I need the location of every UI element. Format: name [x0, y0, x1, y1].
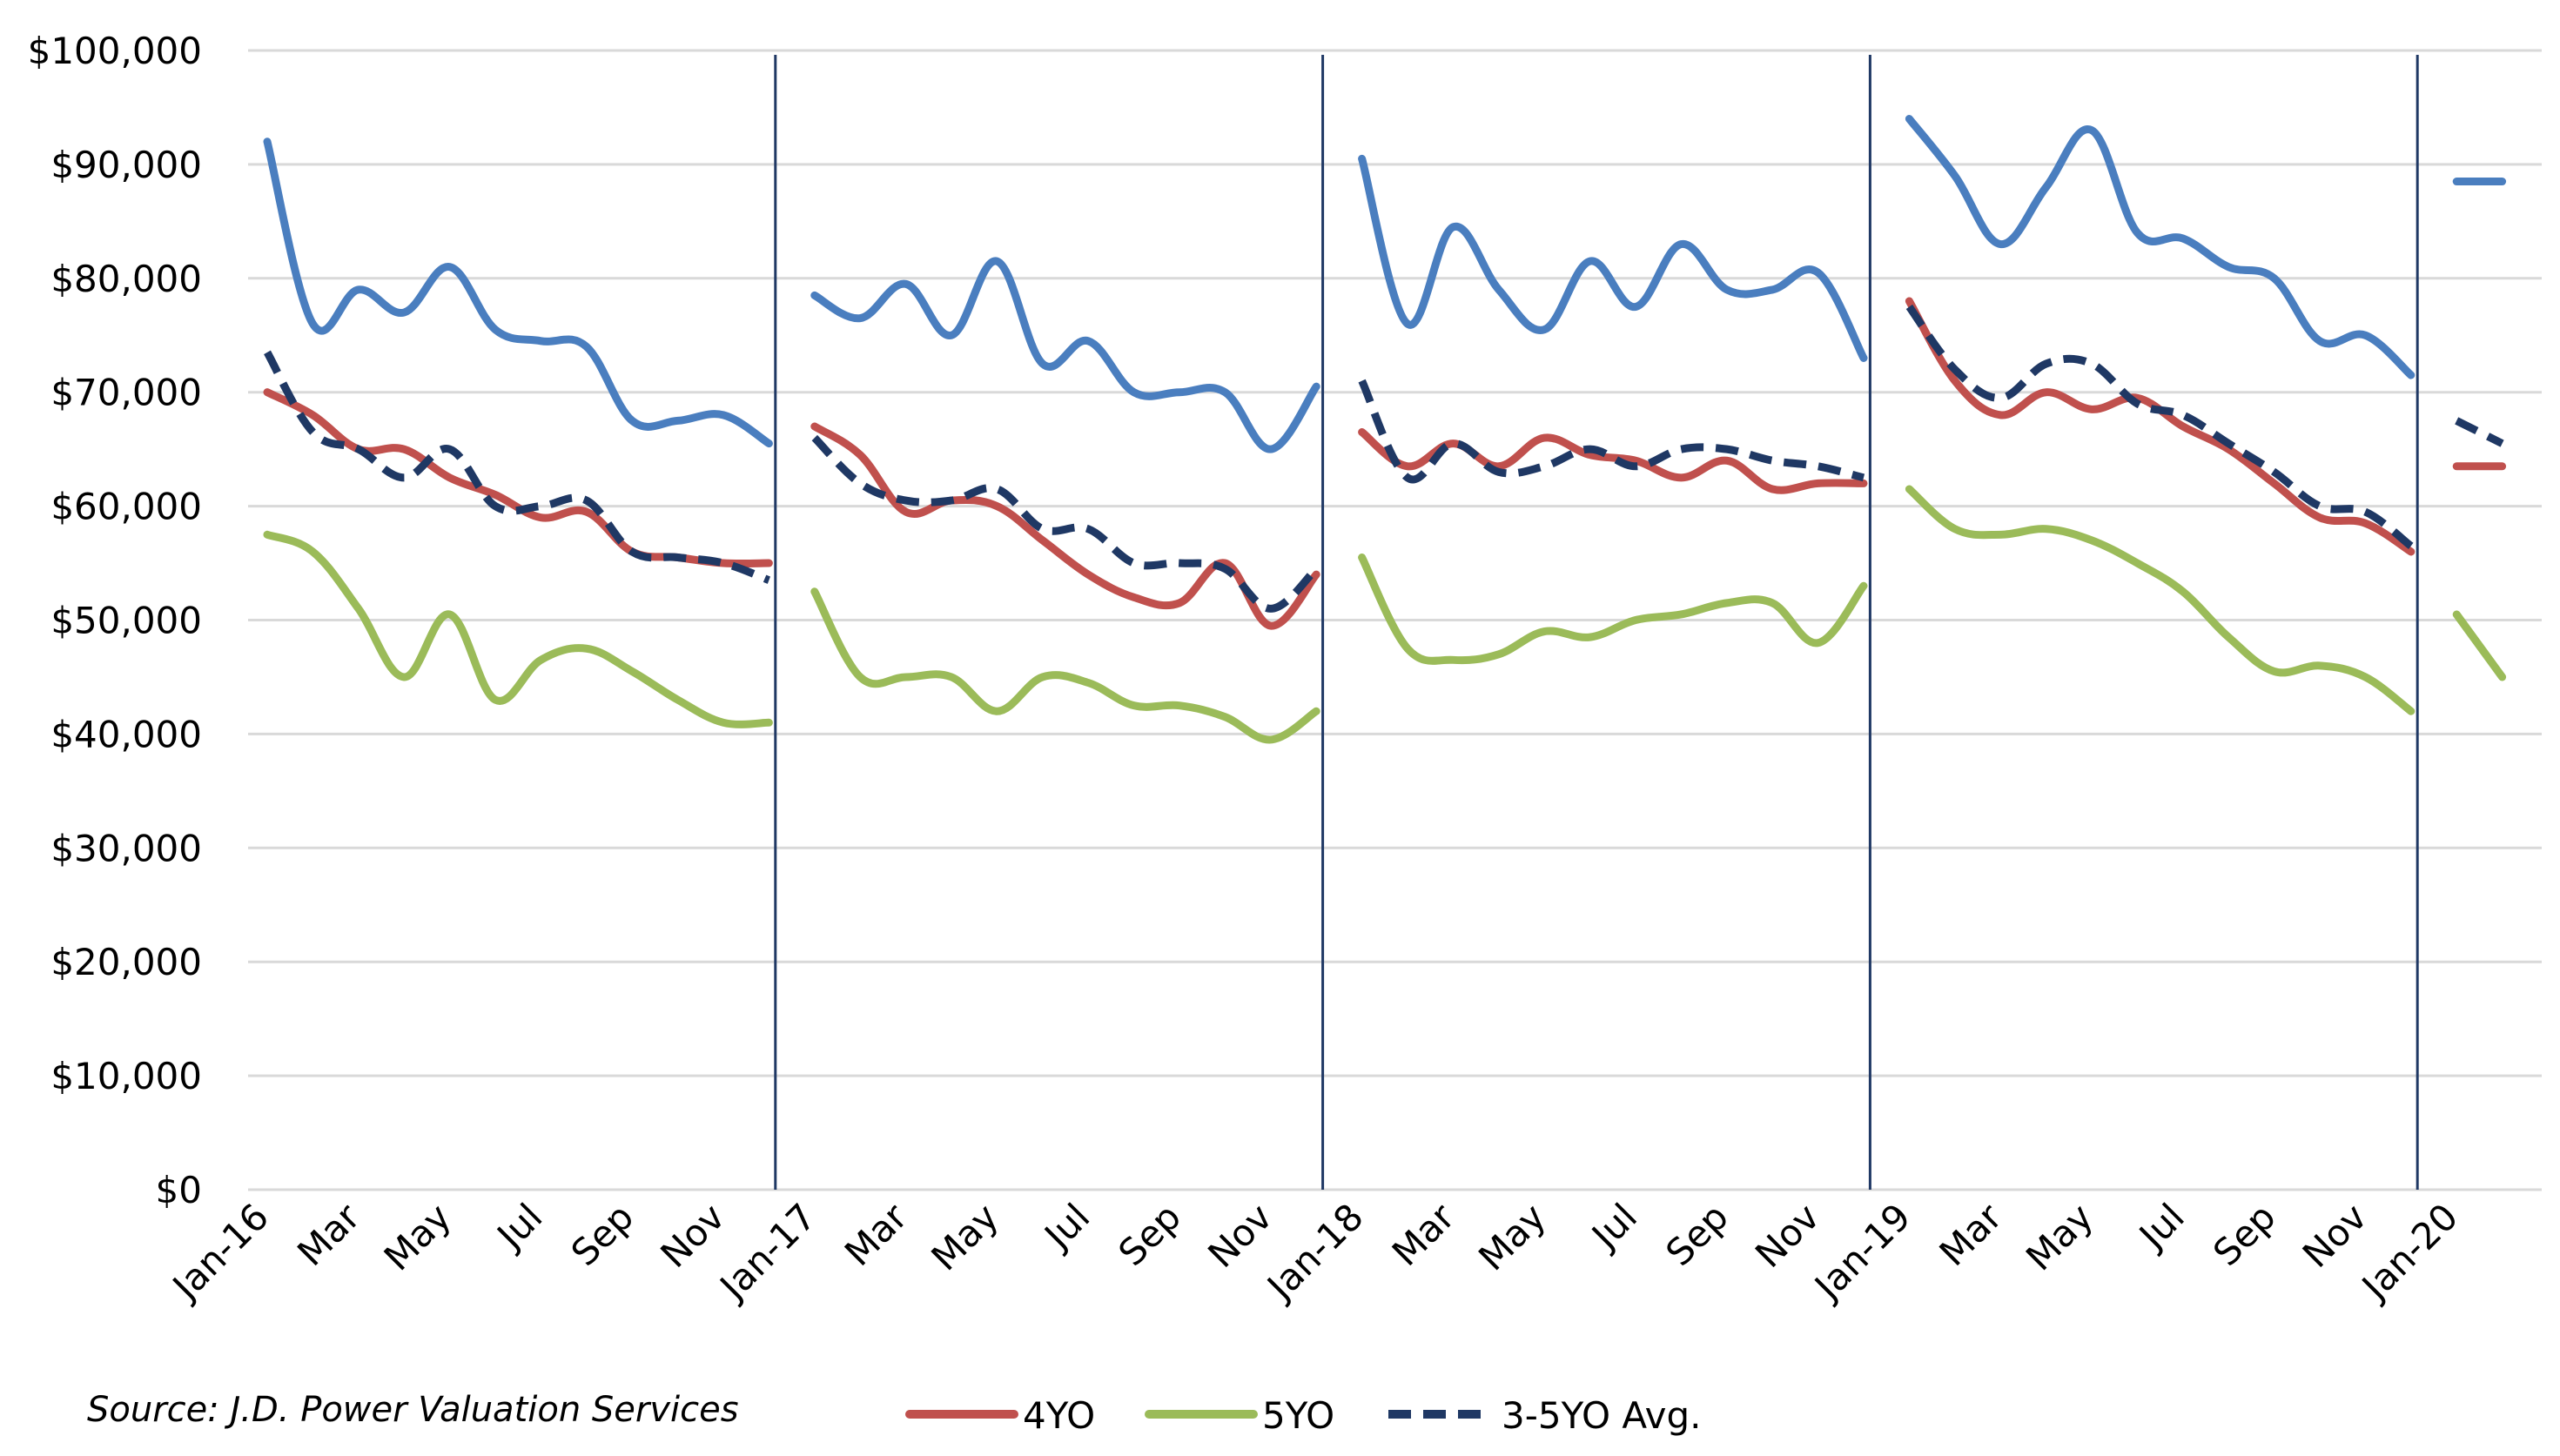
y-tick-label: $70,000	[50, 372, 202, 414]
x-tick-label: Jul	[487, 1195, 551, 1258]
legend-item-4yo: 4YO	[905, 1394, 1095, 1437]
x-tick-label: Jan-16	[163, 1195, 277, 1309]
x-tick-label: Sep	[1657, 1195, 1737, 1274]
y-tick-label: $80,000	[50, 258, 202, 300]
x-tick-label: Sep	[2205, 1195, 2284, 1274]
series-5yo-line	[810, 587, 1320, 744]
y-tick-label: $100,000	[28, 30, 202, 72]
gridlines	[248, 49, 2542, 1191]
year-dividers	[774, 55, 2419, 1190]
y-tick-label: $50,000	[50, 600, 202, 642]
y-tick-label: $0	[156, 1169, 202, 1211]
series-avg-line	[1358, 379, 1865, 484]
series-5yo-line	[2452, 610, 2507, 681]
series-3yo-line	[810, 257, 1320, 453]
x-tick-label: Mar	[1932, 1195, 2011, 1274]
x-tick-label: Mar	[289, 1195, 368, 1274]
x-tick-label: Sep	[563, 1195, 642, 1274]
x-tick-label: Jul	[1582, 1195, 1645, 1258]
legend-item-avg: 3-5YO Avg.	[1388, 1394, 1702, 1437]
x-tick-label: Jan-20	[2352, 1195, 2466, 1309]
x-tick-label: Sep	[1110, 1195, 1189, 1274]
series-avg-line	[2455, 417, 2504, 447]
x-tick-label: Nov	[2295, 1195, 2375, 1276]
series-3yo-line	[263, 138, 773, 448]
series-5yo	[263, 485, 2507, 744]
x-tick-label: Nov	[1199, 1195, 1280, 1276]
legend: 4YO 5YO 3-5YO Avg.	[905, 1394, 1702, 1437]
y-tick-label: $20,000	[50, 941, 202, 983]
y-tick-label: $90,000	[50, 144, 202, 186]
legend-item-5yo: 5YO	[1145, 1394, 1334, 1437]
legend-label-4yo: 4YO	[1023, 1394, 1095, 1437]
series-4yo-line	[1905, 297, 2416, 556]
x-tick-label: May	[923, 1195, 1006, 1278]
x-tick-label: May	[2018, 1195, 2101, 1278]
series-5yo-line	[263, 530, 773, 728]
x-tick-label: Mar	[837, 1195, 916, 1274]
series-avg-line	[811, 434, 1320, 613]
series-avg-line	[264, 350, 771, 584]
source-note: Source: J.D. Power Valuation Services	[87, 1390, 739, 1430]
x-tick-label: Mar	[1384, 1195, 1463, 1274]
x-tick-label: Nov	[1747, 1195, 1828, 1276]
y-tick-label: $10,000	[50, 1055, 202, 1097]
series-avg-line	[1905, 304, 2414, 550]
x-tick-label: Nov	[652, 1195, 733, 1276]
legend-label-avg: 3-5YO Avg.	[1502, 1394, 1702, 1437]
series-3yo	[263, 115, 2507, 453]
x-tick-label: Jul	[2129, 1195, 2193, 1258]
x-tick-label: Jan-19	[1804, 1195, 1918, 1309]
series-3yo-line	[1358, 154, 1868, 362]
y-axis-ticks: $0 $10,000 $20,000 $30,000 $40,000 $50,000 $60…	[28, 30, 202, 1211]
x-tick-label: Jul	[1035, 1195, 1099, 1258]
x-tick-label: Jan-18	[1258, 1195, 1372, 1309]
series-4yo-line	[810, 422, 1320, 630]
legend-label-5yo: 5YO	[1262, 1394, 1334, 1437]
series-avg	[264, 304, 2504, 613]
y-tick-label: $30,000	[50, 827, 202, 869]
x-tick-label: Jan-17	[710, 1195, 824, 1309]
x-tick-label: May	[1470, 1195, 1554, 1278]
series-5yo-line	[1358, 554, 1868, 665]
series-5yo-line	[1905, 485, 2416, 715]
y-tick-label: $60,000	[50, 486, 202, 528]
y-tick-label: $40,000	[50, 713, 202, 755]
series-3yo-line	[1905, 115, 2416, 379]
series-lines	[263, 115, 2507, 744]
x-tick-label: May	[376, 1195, 460, 1278]
